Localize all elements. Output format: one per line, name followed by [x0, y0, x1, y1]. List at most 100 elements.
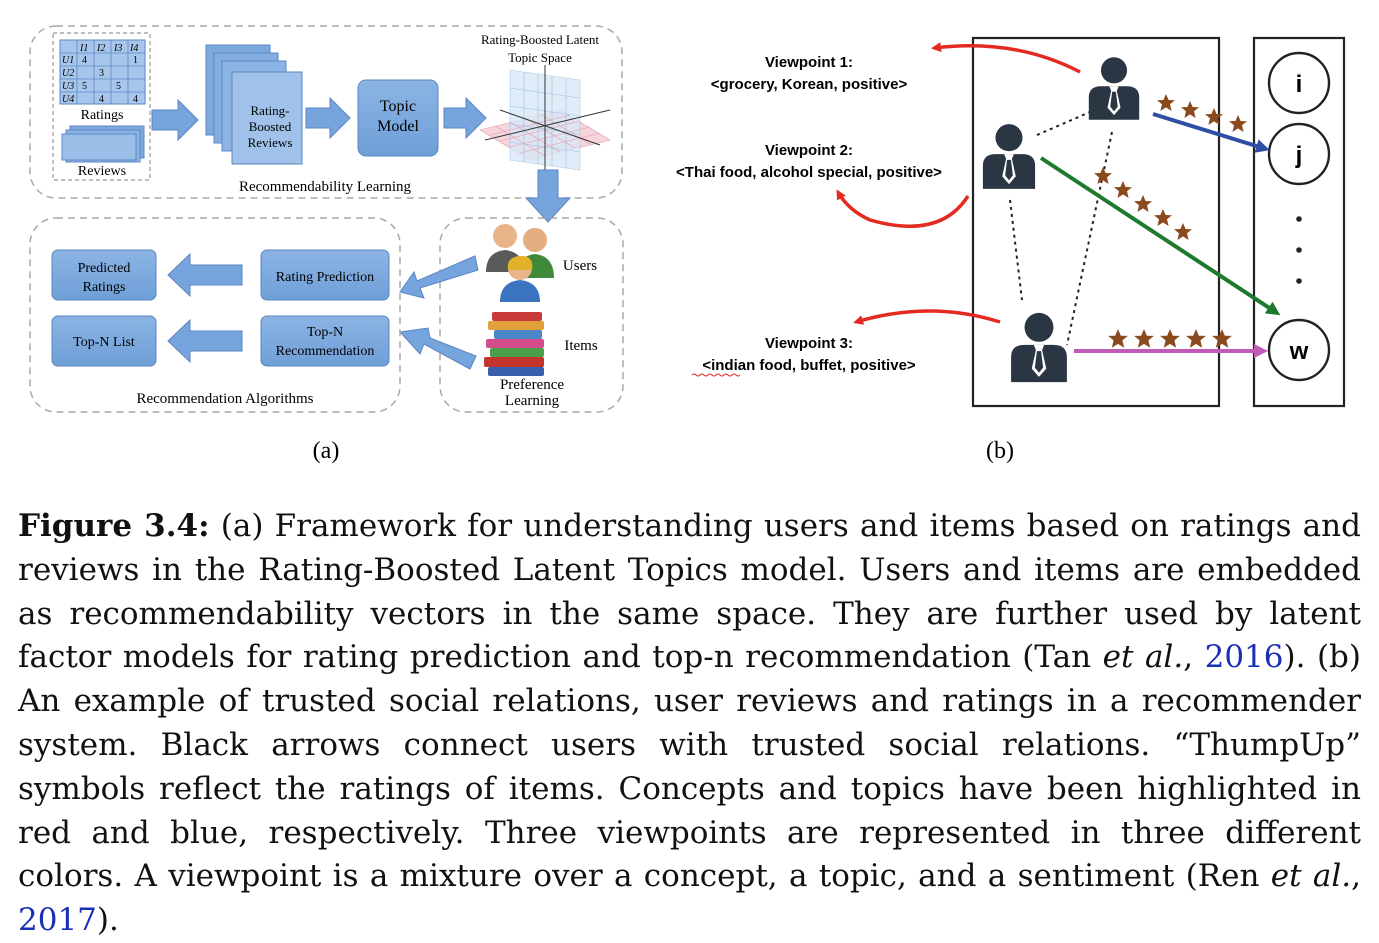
caption-comma-1: , — [1183, 639, 1205, 676]
ratings-matrix: I1 I2 I3 I4 U1 U2 U3 U4 4 1 3 5 5 4 4 — [59, 39, 146, 105]
topn-list-label: Top-N List — [73, 335, 135, 350]
predicted-ratings-line2: Ratings — [83, 280, 126, 295]
caption-text-1: (a) Framework for understanding users an… — [18, 508, 1361, 676]
reviews-label: Reviews — [78, 164, 126, 179]
predicted-ratings-line1: Predicted — [78, 261, 131, 276]
citation-link-2016[interactable]: 2016 — [1204, 639, 1284, 676]
flow-arrow-1 — [151, 98, 199, 142]
viewpoint-2-text: <Thai food, alcohol special, positive> — [676, 164, 942, 181]
topic-space-line1: Rating-Boosted Latent — [481, 32, 599, 47]
cell-u2-i2: 3 — [99, 68, 104, 79]
boosted-reviews-line3: Reviews — [248, 135, 293, 150]
users-frame — [971, 36, 1221, 408]
figure: I1 I2 I3 I4 U1 U2 U3 U4 4 1 3 5 5 4 4 Ra… — [29, 25, 1346, 464]
item-label-w: w — [1289, 338, 1309, 365]
ratings-label: Ratings — [81, 108, 124, 123]
input-region — [52, 32, 151, 181]
item-ellipsis — [1296, 216, 1302, 284]
topn-recommendation-box — [260, 315, 390, 367]
reviews-stack — [61, 125, 145, 163]
figure-caption: Figure 3.4: (a) Framework for understand… — [18, 505, 1361, 943]
flow-arrow-3 — [443, 96, 487, 140]
user-icon-3 — [1011, 312, 1067, 383]
viewpoint-1-text: <grocery, Korean, positive> — [711, 76, 908, 93]
social-links — [1009, 111, 1113, 346]
caption-comma-2: , — [1351, 858, 1361, 895]
rating-arrow-green — [1039, 156, 1281, 316]
item-label-i: i — [1296, 71, 1303, 98]
recommendability-learning-label: Recommendability Learning — [239, 179, 412, 195]
citation-link-2017[interactable]: 2017 — [18, 902, 97, 939]
cell-u3-i1: 5 — [82, 81, 87, 92]
viewpoint-arrow-1 — [931, 42, 1081, 74]
cell-u4-i4: 4 — [133, 94, 138, 105]
viewpoint-2-title: Viewpoint 2: — [765, 142, 853, 159]
topn-recommendation-line1: Top-N — [307, 325, 343, 340]
caption-text-3: ). — [96, 902, 119, 939]
col-header-i1: I1 — [79, 43, 88, 54]
user-icon-2 — [982, 124, 1036, 189]
rating-prediction-label: Rating Prediction — [276, 270, 374, 285]
rating-prediction-box — [260, 249, 390, 301]
boosted-reviews-line2: Boosted — [249, 119, 292, 134]
viewpoint-3-text: <indian food, buffet, positive> — [702, 357, 916, 374]
topic-model-line1: Topic — [380, 98, 416, 115]
preference-learning-line2: Learning — [505, 393, 560, 409]
user-icon-1 — [1088, 57, 1140, 120]
row-header-u2: U2 — [62, 68, 74, 79]
topn-list-box — [51, 315, 157, 367]
caption-etal-1: et al. — [1102, 639, 1184, 676]
preference-learning-region — [439, 217, 624, 413]
books-stack-icon — [484, 312, 544, 376]
topic-model-box — [357, 79, 439, 157]
topic-space-line2: Topic Space — [508, 50, 572, 65]
row-header-u3: U3 — [62, 81, 74, 92]
viewpoint-1-title: Viewpoint 1: — [765, 54, 853, 71]
flow-arrow-2 — [305, 96, 351, 140]
col-header-i3: I3 — [113, 43, 122, 54]
recommendability-learning-region — [29, 25, 623, 199]
items-frame — [1252, 36, 1346, 408]
viewpoint-arrow-2 — [836, 189, 970, 228]
cell-u4-i2: 4 — [99, 94, 104, 105]
users-label: Users — [563, 258, 597, 274]
panel-a: I1 I2 I3 I4 U1 U2 U3 U4 4 1 3 5 5 4 4 Ra… — [29, 25, 624, 464]
items-label: Items — [564, 338, 597, 354]
users-group-icon — [486, 224, 554, 302]
item-label-j: j — [1295, 142, 1303, 169]
item-circle-j — [1267, 122, 1331, 186]
spellcheck-underline — [691, 373, 741, 377]
stars-blue — [1157, 94, 1247, 132]
stars-pink — [1108, 329, 1232, 348]
flow-arrow-items — [398, 327, 477, 370]
item-circle-i — [1267, 51, 1331, 115]
flow-arrow-down — [524, 169, 572, 223]
panel-a-label: (a) — [313, 438, 340, 464]
row-header-u4: U4 — [62, 94, 74, 105]
caption-text-2: ). (b) An example of trusted social rela… — [18, 639, 1361, 895]
recommendation-algorithms-label: Recommendation Algorithms — [136, 391, 313, 407]
boosted-reviews-line1: Rating- — [251, 103, 290, 118]
cell-u1-i1: 4 — [82, 55, 87, 66]
topn-recommendation-line2: Recommendation — [276, 344, 375, 359]
row-header-u1: U1 — [62, 55, 74, 66]
preference-learning-line1: Preference — [500, 377, 564, 393]
topic-model-line2: Model — [377, 118, 419, 135]
topic-space-plot — [479, 65, 611, 175]
cell-u3-i3: 5 — [116, 81, 121, 92]
flow-arrow-predict — [167, 252, 243, 298]
rating-arrow-blue — [1152, 112, 1270, 153]
item-circle-w — [1267, 318, 1331, 382]
flow-arrow-users — [399, 255, 479, 299]
viewpoint-3-title: Viewpoint 3: — [765, 335, 853, 352]
caption-etal-2: et al. — [1270, 858, 1352, 895]
caption-label: Figure 3.4: — [18, 508, 210, 544]
predicted-ratings-box — [51, 249, 157, 301]
panel-b: i j w — [676, 36, 1346, 464]
panel-b-label: (b) — [986, 438, 1014, 464]
recommendation-algorithms-region — [29, 217, 401, 413]
col-header-i2: I2 — [96, 43, 105, 54]
boosted-reviews-stack — [205, 44, 303, 165]
viewpoint-arrow-3 — [853, 309, 1001, 325]
col-header-i4: I4 — [129, 43, 138, 54]
